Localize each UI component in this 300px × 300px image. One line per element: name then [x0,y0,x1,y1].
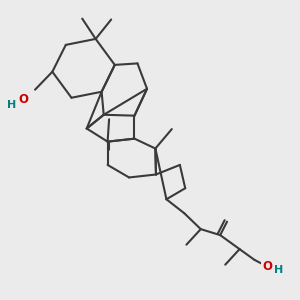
Text: H: H [7,100,16,110]
Text: O: O [18,93,28,106]
Text: O: O [262,260,272,273]
Text: H: H [274,265,284,275]
